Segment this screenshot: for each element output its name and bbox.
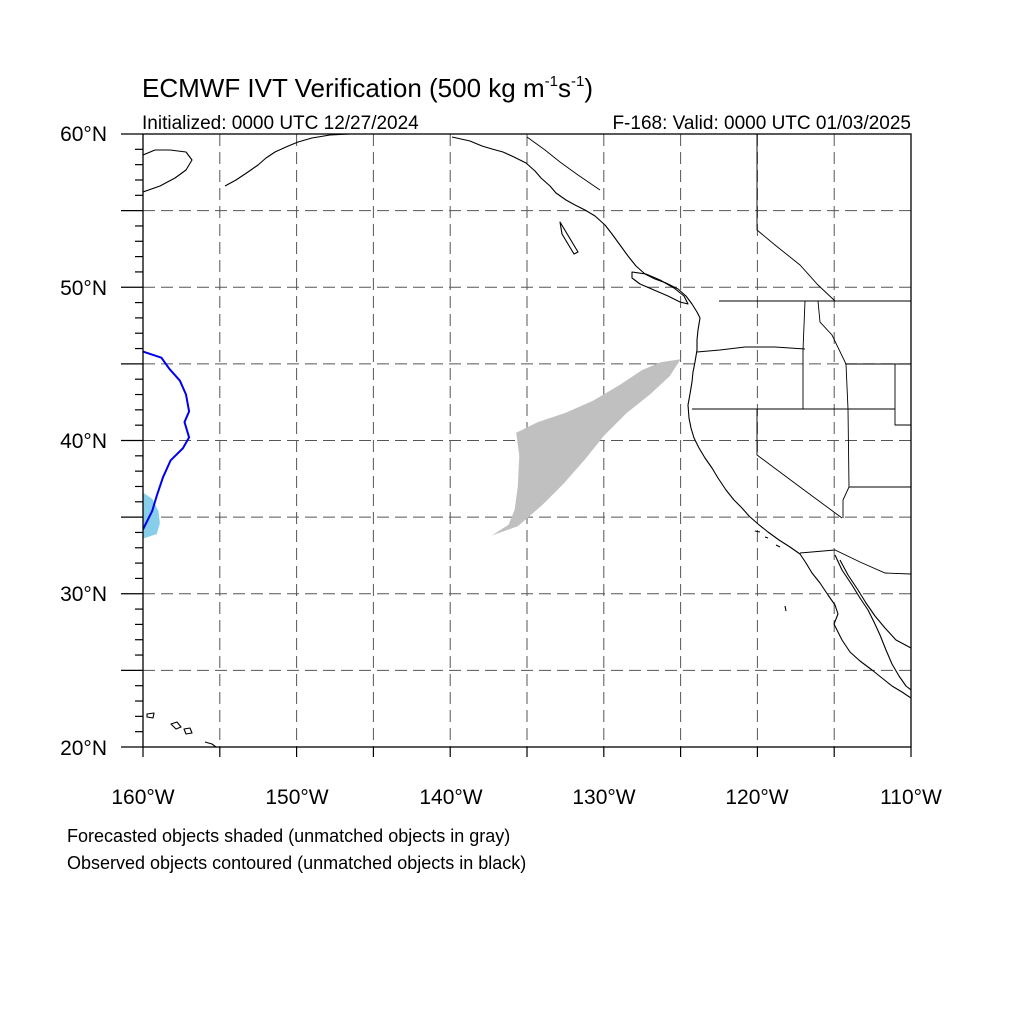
- gulf-of-california-coastline: [839, 559, 911, 649]
- north-america-coastline: [451, 136, 911, 699]
- latitude-labels: 60°N 50°N 40°N 30°N 20°N: [60, 123, 107, 760]
- title-exponent-1: -1: [545, 73, 558, 90]
- longitude-labels: 160°W 150°W 140°W 130°W 120°W 110°W: [111, 786, 942, 809]
- baja-california-coastline: [834, 554, 911, 691]
- title-mid: s: [558, 73, 571, 103]
- matched-forecast-object: [143, 492, 160, 539]
- channel-islands: [754, 530, 787, 612]
- vancouver-island-coastline: [631, 271, 689, 305]
- lon-label-110w: 110°W: [880, 786, 942, 809]
- alaska-coastline: [143, 149, 193, 193]
- title-close: ): [584, 73, 593, 103]
- coastlines: [143, 134, 911, 747]
- idaho-west-border: [802, 300, 806, 409]
- lon-label-130w: 130°W: [572, 786, 635, 809]
- washington-oregon-border: [696, 346, 806, 353]
- lat-label-30: 30°N: [60, 583, 107, 606]
- hawaii-islands: [146, 712, 217, 747]
- lon-label-150w: 150°W: [265, 786, 328, 809]
- figure-title: ECMWF IVT Verification (500 kg m-1s-1): [142, 73, 593, 103]
- us-mexico-border: [799, 549, 911, 575]
- lat-label-50: 50°N: [60, 277, 107, 300]
- lat-label-60: 60°N: [60, 123, 107, 146]
- canada-province-border: [756, 134, 836, 302]
- map-gridlines: [143, 134, 911, 747]
- footnote-forecast: Forecasted objects shaded (unmatched obj…: [67, 826, 510, 846]
- lat-label-20: 20°N: [60, 737, 107, 760]
- valid-time-label: F-168: Valid: 0000 UTC 01/03/2025: [612, 113, 911, 134]
- lon-label-140w: 140°W: [419, 786, 482, 809]
- lon-label-120w: 120°W: [725, 786, 788, 809]
- axis-ticks: [121, 133, 912, 757]
- wyoming-border: [846, 363, 911, 426]
- idaho-montana-border: [817, 300, 849, 410]
- title-main: ECMWF IVT Verification (500 kg m: [142, 73, 545, 103]
- lat-label-40: 40°N: [60, 430, 107, 453]
- alaska-peninsula-coastline: [224, 134, 351, 187]
- nevada-arizona-border: [842, 408, 911, 518]
- map-content: [143, 134, 911, 747]
- lon-label-160w: 160°W: [111, 786, 174, 809]
- haida-gwaii-coastline: [559, 221, 579, 255]
- initialized-label: Initialized: 0000 UTC 12/27/2024: [142, 113, 419, 134]
- map-panel: [121, 133, 912, 757]
- alaska-canada-border: [526, 136, 601, 191]
- matched-observed-contour: [143, 350, 191, 530]
- political-borders: [526, 134, 911, 575]
- california-nevada-border: [756, 409, 843, 519]
- footnote-observed: Observed objects contoured (unmatched ob…: [67, 853, 526, 873]
- unmatched-forecast-object: [491, 359, 681, 536]
- title-exponent-2: -1: [571, 73, 584, 90]
